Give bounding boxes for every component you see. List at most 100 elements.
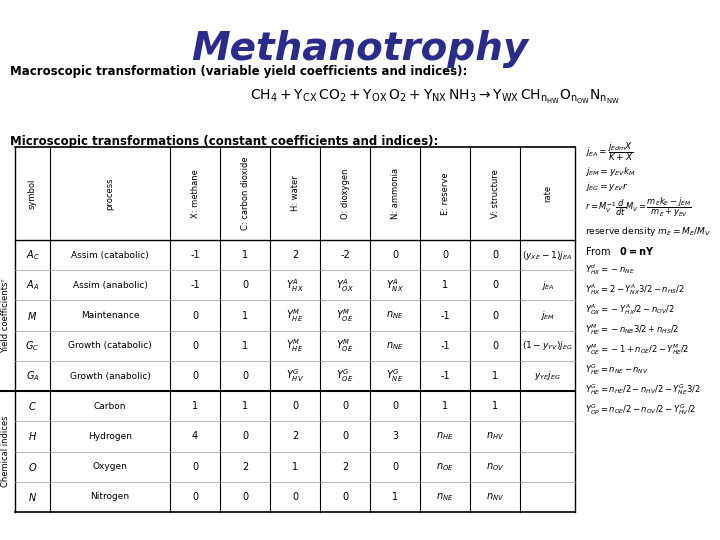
Text: 0: 0 [242,431,248,441]
Text: $n_{HV}$: $n_{HV}$ [486,430,504,442]
Text: 0: 0 [192,371,198,381]
Text: 1: 1 [242,401,248,411]
Text: $N$: $N$ [28,491,37,503]
Text: 0: 0 [242,492,248,502]
Text: From   $\mathbf{0 = nY}$: From $\mathbf{0 = nY}$ [585,245,654,257]
Text: $Y_{HX}^A = 2 - Y_{NX}^A 3/2 - n_{HS}/2$: $Y_{HX}^A = 2 - Y_{NX}^A 3/2 - n_{HS}/2$ [585,282,685,297]
Text: -1: -1 [440,371,450,381]
Text: 1: 1 [442,280,448,291]
Text: 0: 0 [192,341,198,351]
Text: 1: 1 [242,341,248,351]
Text: 0: 0 [342,492,348,502]
Text: $A_C$: $A_C$ [26,248,40,262]
Text: O: dioxygen: O: dioxygen [341,168,349,219]
Text: $Y_{HE}^G = n_{NE} - n_{NV}$: $Y_{HE}^G = n_{NE} - n_{NV}$ [585,362,649,377]
Text: 0: 0 [492,310,498,321]
Text: $(y_{XE}-1)j_{EA}$: $(y_{XE}-1)j_{EA}$ [523,248,572,261]
Text: 0: 0 [492,280,498,291]
Text: $y_{YE}j_{EG}$: $y_{YE}j_{EG}$ [534,369,561,382]
Text: 4: 4 [192,431,198,441]
Text: N: ammonia: N: ammonia [390,168,400,219]
Text: Yield coefficientsᵀ: Yield coefficientsᵀ [1,278,11,353]
Text: 1: 1 [192,401,198,411]
Text: $Y^G_{OE}$: $Y^G_{OE}$ [336,368,354,384]
Text: $j_{EG} = y_{EV}r$: $j_{EG} = y_{EV}r$ [585,180,629,193]
Text: 0: 0 [192,492,198,502]
Text: 2: 2 [242,462,248,471]
Text: $G_C$: $G_C$ [25,339,40,353]
Text: 1: 1 [442,401,448,411]
Text: $Y_{OE}^M = -1 + n_{OE}/2 - Y_{HE}^M/2$: $Y_{OE}^M = -1 + n_{OE}/2 - Y_{HE}^M/2$ [585,342,690,357]
Text: $j_{EA}$: $j_{EA}$ [541,279,554,292]
Text: 0: 0 [342,431,348,441]
Text: $H$: $H$ [28,430,37,442]
Text: $j_{EM}$: $j_{EM}$ [540,309,555,322]
Text: 0: 0 [392,401,398,411]
Text: Macroscopic transformation (variable yield coefficients and indices):: Macroscopic transformation (variable yie… [10,65,467,78]
Text: $Y^G_{HV}$: $Y^G_{HV}$ [286,368,304,384]
Text: 2: 2 [292,250,298,260]
Text: $Y^A_{HX}$: $Y^A_{HX}$ [286,277,304,294]
Text: $n_{NE}$: $n_{NE}$ [386,340,404,352]
Text: 0: 0 [192,462,198,471]
Text: Maintenance: Maintenance [81,311,139,320]
Text: 1: 1 [492,371,498,381]
Text: $Y_{OP}^G = n_{OE}/2 - n_{OV}/2 - Y_{HV}^G/2$: $Y_{OP}^G = n_{OE}/2 - n_{OV}/2 - Y_{HV}… [585,402,696,417]
Text: 0: 0 [292,492,298,502]
Text: Microscopic transformations (constant coefficients and indices):: Microscopic transformations (constant co… [10,135,438,148]
Text: 0: 0 [292,401,298,411]
Text: 0: 0 [392,462,398,471]
Text: $Y_{HX}^d = -n_{NE}$: $Y_{HX}^d = -n_{NE}$ [585,262,635,277]
Text: 0: 0 [492,341,498,351]
Text: $j_{EM} = y_{EV}k_M$: $j_{EM} = y_{EV}k_M$ [585,165,636,178]
Text: 3: 3 [392,431,398,441]
Text: Methanotrophy: Methanotrophy [192,30,528,68]
Text: $M$: $M$ [27,309,37,321]
Text: Assim (catabolic): Assim (catabolic) [71,251,149,260]
Text: Growth (anabolic): Growth (anabolic) [70,372,150,381]
Text: $j_{EA} = \dfrac{j_{Edm}X}{K + X}$: $j_{EA} = \dfrac{j_{Edm}X}{K + X}$ [585,140,634,163]
Text: 0: 0 [192,310,198,321]
Text: $Y_{HE}^M = -n_{NB}3/2 + n_{HS}/2$: $Y_{HE}^M = -n_{NB}3/2 + n_{HS}/2$ [585,322,679,337]
Text: symbol: symbol [28,178,37,208]
Text: -1: -1 [190,250,200,260]
Text: $Y^A_{OX}$: $Y^A_{OX}$ [336,277,354,294]
Text: $O$: $O$ [28,461,37,472]
Text: 1: 1 [242,250,248,260]
Text: C: carbon dioxide: C: carbon dioxide [240,157,250,231]
Text: $n_{NV}$: $n_{NV}$ [486,491,504,503]
Text: 1: 1 [392,492,398,502]
Text: $\mathrm{CH_4 + Y_{CX}\,CO_2 + Y_{OX}\,O_2 + Y_{NX}\,NH_3 \rightarrow Y_{WX}\,CH: $\mathrm{CH_4 + Y_{CX}\,CO_2 + Y_{OX}\,O… [250,88,620,106]
Text: $n_{OV}$: $n_{OV}$ [486,461,504,472]
Text: -2: -2 [340,250,350,260]
Text: H: water: H: water [290,176,300,211]
Text: Hydrogen: Hydrogen [88,432,132,441]
Text: $n_{NE}$: $n_{NE}$ [386,309,404,321]
Text: 0: 0 [242,371,248,381]
Text: 2: 2 [292,431,298,441]
Text: $Y^M_{HE}$: $Y^M_{HE}$ [287,338,304,354]
Text: $Y^M_{OE}$: $Y^M_{OE}$ [336,307,354,324]
Text: process: process [106,177,114,210]
Text: 1: 1 [292,462,298,471]
Text: $C$: $C$ [28,400,37,412]
Text: Carbon: Carbon [94,402,126,411]
Text: rate: rate [543,185,552,202]
Text: Chemical indices: Chemical indices [1,416,11,487]
Text: $Y^A_{NX}$: $Y^A_{NX}$ [386,277,404,294]
Text: -1: -1 [190,280,200,291]
Text: $r = M_V^{-1}\dfrac{d}{dt}M_V = \dfrac{m_E k_E - j_{EM}}{m_E + y_{EV}}$: $r = M_V^{-1}\dfrac{d}{dt}M_V = \dfrac{m… [585,195,691,219]
Text: $n_{NE}$: $n_{NE}$ [436,491,454,503]
Text: E: reserve: E: reserve [441,172,449,215]
Text: 0: 0 [392,250,398,260]
Text: 0: 0 [442,250,448,260]
Text: $n_{HE}$: $n_{HE}$ [436,430,454,442]
Text: 1: 1 [242,310,248,321]
Text: $Y_{HE}^G = n_{HE}/2 - n_{HV}/2 - Y_{NE}^G3/2$: $Y_{HE}^G = n_{HE}/2 - n_{HV}/2 - Y_{NE}… [585,382,701,397]
Text: Oxygen: Oxygen [93,462,127,471]
Text: Nitrogen: Nitrogen [91,492,130,501]
Text: X: methane: X: methane [191,169,199,218]
Text: $Y_{OX}^A = -Y_{HX}^A/2 - n_{OV}/2$: $Y_{OX}^A = -Y_{HX}^A/2 - n_{OV}/2$ [585,302,675,317]
Text: -1: -1 [440,341,450,351]
Text: Assim (anabolic): Assim (anabolic) [73,281,148,290]
